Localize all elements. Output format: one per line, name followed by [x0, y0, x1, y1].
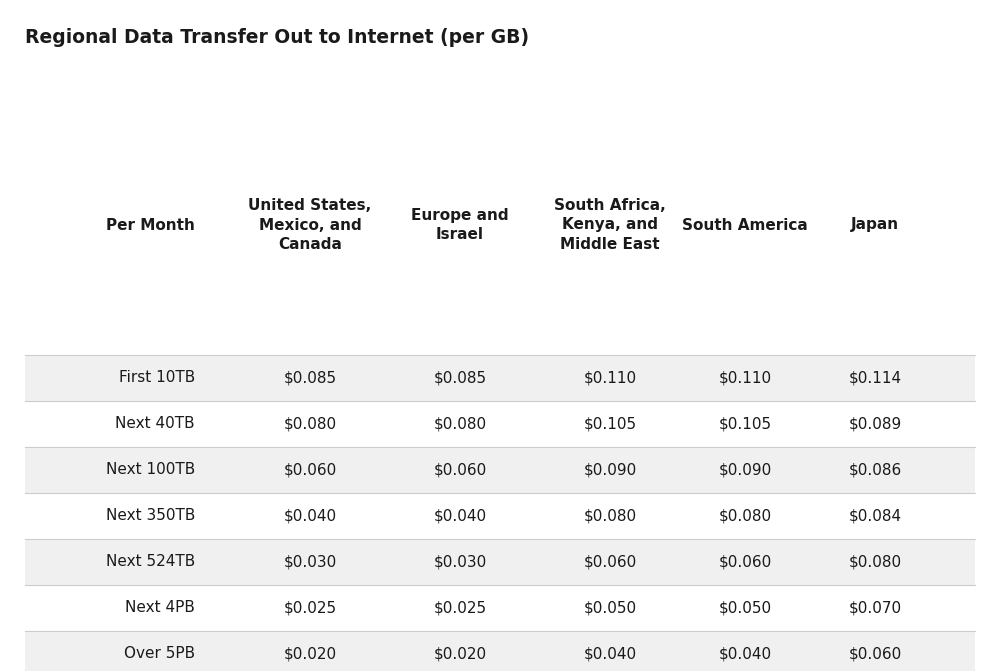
Text: $0.105: $0.105 [718, 417, 772, 431]
Text: United States,
Mexico, and
Canada: United States, Mexico, and Canada [248, 198, 372, 252]
Text: $0.025: $0.025 [283, 601, 337, 615]
Text: $0.070: $0.070 [848, 601, 902, 615]
Text: $0.080: $0.080 [283, 417, 337, 431]
Text: $0.110: $0.110 [718, 370, 772, 386]
Text: $0.114: $0.114 [848, 370, 902, 386]
Text: South America: South America [682, 217, 808, 232]
Text: $0.060: $0.060 [283, 462, 337, 478]
Text: $0.050: $0.050 [718, 601, 772, 615]
Text: $0.080: $0.080 [718, 509, 772, 523]
Text: $0.060: $0.060 [583, 554, 637, 570]
Text: $0.090: $0.090 [718, 462, 772, 478]
Text: $0.085: $0.085 [433, 370, 487, 386]
Text: $0.105: $0.105 [583, 417, 637, 431]
Text: $0.084: $0.084 [848, 509, 902, 523]
Text: $0.025: $0.025 [433, 601, 487, 615]
Text: $0.089: $0.089 [848, 417, 902, 431]
Text: Next 100TB: Next 100TB [106, 462, 195, 478]
Text: Regional Data Transfer Out to Internet (per GB): Regional Data Transfer Out to Internet (… [25, 28, 529, 47]
Text: $0.060: $0.060 [718, 554, 772, 570]
Text: Europe and
Israel: Europe and Israel [411, 207, 509, 242]
Text: Over 5PB: Over 5PB [124, 646, 195, 662]
Text: $0.110: $0.110 [583, 370, 637, 386]
Text: South Africa,
Kenya, and
Middle East: South Africa, Kenya, and Middle East [554, 198, 666, 252]
Text: $0.080: $0.080 [433, 417, 487, 431]
Text: $0.040: $0.040 [283, 509, 337, 523]
Text: $0.090: $0.090 [583, 462, 637, 478]
Text: $0.020: $0.020 [433, 646, 487, 662]
Text: $0.040: $0.040 [583, 646, 637, 662]
Text: $0.040: $0.040 [433, 509, 487, 523]
Text: Next 350TB: Next 350TB [106, 509, 195, 523]
Text: First 10TB: First 10TB [119, 370, 195, 386]
Text: Japan: Japan [851, 217, 899, 232]
Text: $0.080: $0.080 [848, 554, 902, 570]
Text: $0.030: $0.030 [433, 554, 487, 570]
Text: $0.030: $0.030 [283, 554, 337, 570]
Text: Next 4PB: Next 4PB [125, 601, 195, 615]
Text: $0.085: $0.085 [283, 370, 337, 386]
Text: $0.020: $0.020 [283, 646, 337, 662]
Text: Next 524TB: Next 524TB [106, 554, 195, 570]
Text: $0.060: $0.060 [433, 462, 487, 478]
Text: $0.060: $0.060 [848, 646, 902, 662]
Text: $0.040: $0.040 [718, 646, 772, 662]
Text: $0.050: $0.050 [583, 601, 637, 615]
Text: Per Month: Per Month [106, 217, 195, 232]
Text: $0.080: $0.080 [583, 509, 637, 523]
Text: Next 40TB: Next 40TB [115, 417, 195, 431]
Text: $0.086: $0.086 [848, 462, 902, 478]
